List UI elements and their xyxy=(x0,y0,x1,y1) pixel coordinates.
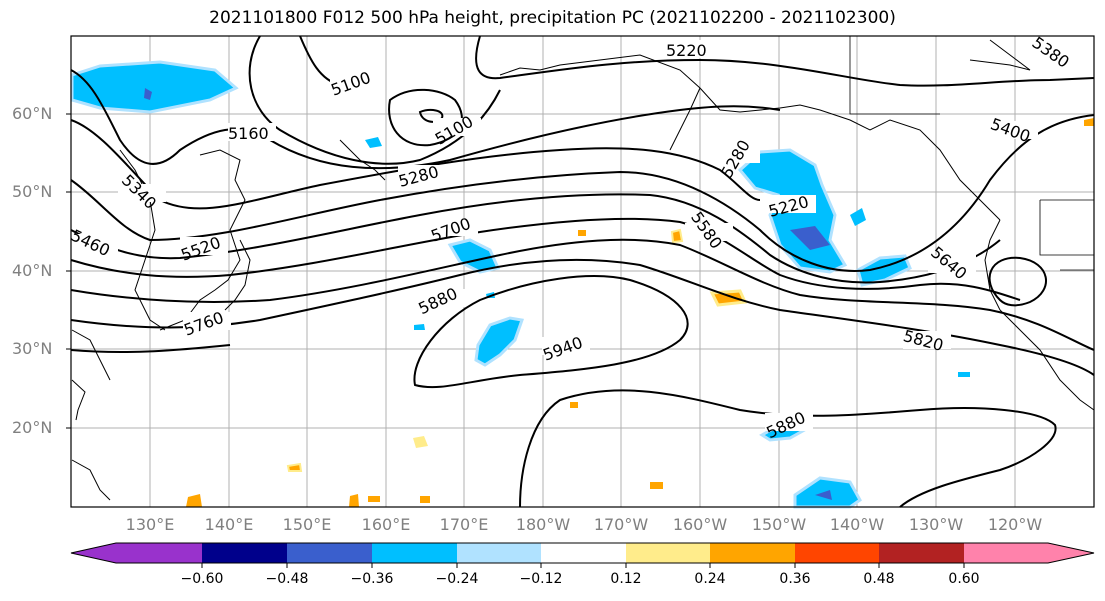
lon-label: 140°W xyxy=(829,515,885,534)
colorbar-swatch xyxy=(710,543,795,563)
lon-label: 150°E xyxy=(282,515,332,534)
lon-label: 140°E xyxy=(204,515,254,534)
colorbar xyxy=(70,542,1095,568)
colorbar-tick-label: 0.24 xyxy=(694,571,726,587)
colorbar-tick-label: 0.60 xyxy=(948,571,980,587)
lon-label: 120°W xyxy=(987,515,1043,534)
lon-label: 160°W xyxy=(672,515,728,534)
colorbar-tick-label: −0.60 xyxy=(180,571,224,587)
contour-label: 5160 xyxy=(228,124,269,143)
lat-label-50n: 50°N xyxy=(12,182,53,201)
lon-label: 170°E xyxy=(439,515,489,534)
lon-label: 170°W xyxy=(593,515,649,534)
colorbar-swatch xyxy=(457,543,541,563)
lat-label-40n: 40°N xyxy=(12,261,53,280)
lat-label-60n: 60°N xyxy=(12,104,53,123)
colorbar-swatch xyxy=(287,543,372,563)
colorbar-swatch xyxy=(372,543,457,563)
contour-label: 5220 xyxy=(666,41,707,60)
colorbar-tick-label: 0.36 xyxy=(779,571,811,587)
colorbar-tick-label: −0.36 xyxy=(350,571,394,587)
colorbar-extend-low xyxy=(71,543,116,563)
colorbar-swatch xyxy=(202,543,287,563)
colorbar-tick-label: −0.24 xyxy=(435,571,479,587)
colorbar-tick-label: −0.48 xyxy=(265,571,309,587)
lon-label: 180°W xyxy=(515,515,571,534)
colorbar-swatch xyxy=(116,543,202,563)
colorbar-swatch xyxy=(879,543,964,563)
lon-label: 160°E xyxy=(361,515,411,534)
colorbar-swatch xyxy=(964,543,1048,563)
colorbar-swatch xyxy=(541,543,626,563)
lon-label: 130°W xyxy=(908,515,964,534)
lon-label: 130°E xyxy=(125,515,175,534)
colorbar-outline xyxy=(70,542,1095,564)
colorbar-tick-label: −0.12 xyxy=(519,571,563,587)
lon-label: 150°W xyxy=(751,515,807,534)
lat-ticks xyxy=(66,113,71,429)
colorbar-swatch xyxy=(626,543,710,563)
map-title: 2021101800 F012 500 hPa height, precipit… xyxy=(209,8,896,28)
borders xyxy=(849,36,1094,271)
colorbar-swatch xyxy=(795,543,879,563)
lat-label-30n: 30°N xyxy=(12,339,53,358)
colorbar-tick-label: 0.12 xyxy=(610,571,642,587)
colorbar-tick-label: 0.48 xyxy=(863,571,895,587)
lat-label-20n: 20°N xyxy=(12,418,53,437)
colorbar-extend-high xyxy=(1048,543,1094,563)
